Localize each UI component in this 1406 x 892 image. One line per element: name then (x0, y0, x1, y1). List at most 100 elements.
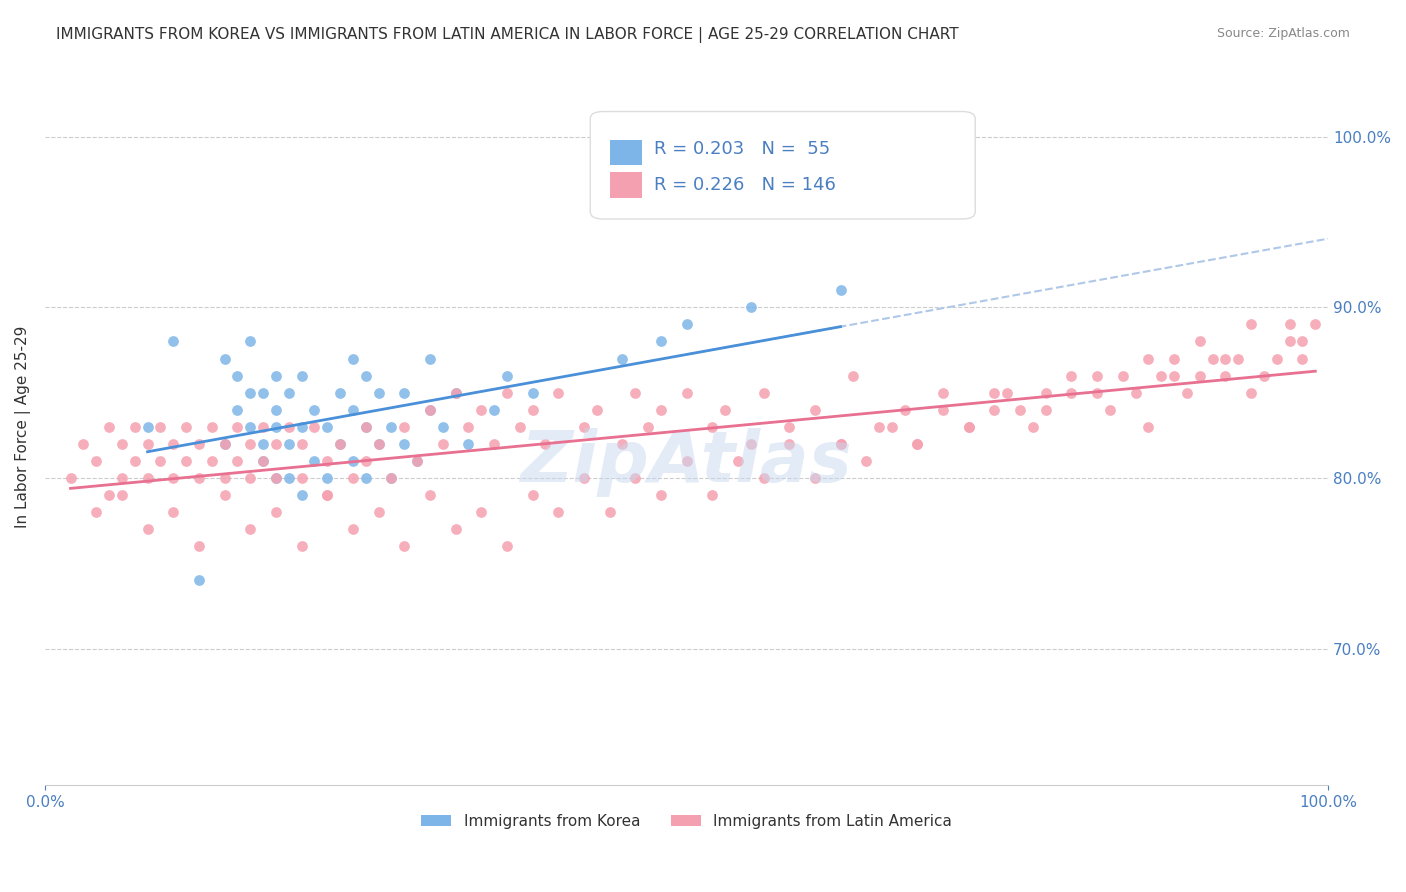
Point (252, 454, 274, 468)
Point (457, 419, 479, 434)
Point (444, 522, 467, 536)
Point (547, 505, 569, 519)
Point (316, 454, 339, 468)
Point (316, 419, 339, 434)
Point (174, 419, 197, 434)
Point (277, 385, 299, 400)
Point (136, 471, 159, 485)
Point (226, 368, 249, 383)
Point (482, 437, 505, 451)
Point (367, 437, 389, 451)
Point (778, 419, 800, 434)
Point (329, 437, 352, 451)
Point (572, 471, 595, 485)
Y-axis label: In Labor Force | Age 25-29: In Labor Force | Age 25-29 (15, 326, 31, 528)
Point (495, 385, 517, 400)
Point (740, 301, 762, 315)
Point (1125, 385, 1147, 400)
Point (1163, 368, 1185, 383)
Point (277, 419, 299, 434)
Point (419, 488, 441, 502)
Point (1253, 368, 1275, 383)
Point (290, 471, 312, 485)
Point (419, 351, 441, 366)
Point (419, 402, 441, 417)
Point (201, 419, 224, 434)
Text: R = 0.226   N = 146: R = 0.226 N = 146 (654, 176, 837, 194)
Point (624, 385, 647, 400)
Point (432, 419, 454, 434)
Point (1188, 368, 1211, 383)
Point (1291, 334, 1313, 349)
Point (907, 437, 929, 451)
Point (778, 437, 800, 451)
Point (1240, 318, 1263, 332)
Point (111, 437, 134, 451)
Point (290, 539, 312, 553)
Point (252, 419, 274, 434)
Point (264, 419, 287, 434)
Point (983, 402, 1005, 417)
Point (1278, 334, 1301, 349)
Point (354, 419, 377, 434)
Point (187, 471, 209, 485)
Point (495, 368, 517, 383)
Point (214, 437, 236, 451)
Point (367, 437, 389, 451)
Point (482, 402, 505, 417)
Point (637, 419, 659, 434)
Point (174, 454, 197, 468)
Point (354, 419, 377, 434)
Point (304, 402, 326, 417)
Point (214, 351, 236, 366)
Point (380, 471, 402, 485)
Point (522, 385, 544, 400)
Text: ZipAtlas: ZipAtlas (520, 428, 852, 497)
Point (880, 419, 903, 434)
Point (342, 351, 364, 366)
Point (264, 402, 287, 417)
Point (342, 471, 364, 485)
Point (1035, 385, 1057, 400)
Point (650, 402, 672, 417)
Point (406, 454, 429, 468)
Point (124, 454, 146, 468)
Point (239, 471, 262, 485)
Point (354, 368, 377, 383)
Bar (610, 172, 641, 197)
Point (1265, 351, 1288, 366)
Point (855, 454, 877, 468)
Point (264, 368, 287, 383)
Point (957, 419, 980, 434)
Point (1022, 419, 1045, 434)
Point (893, 402, 915, 417)
Point (277, 471, 299, 485)
Point (932, 385, 955, 400)
Point (572, 419, 595, 434)
Point (406, 454, 429, 468)
Point (470, 402, 492, 417)
Point (252, 454, 274, 468)
Point (444, 385, 467, 400)
Point (392, 437, 415, 451)
Point (392, 385, 415, 400)
Point (675, 454, 697, 468)
Point (149, 419, 172, 434)
Point (136, 522, 159, 536)
Point (830, 437, 852, 451)
Point (804, 471, 827, 485)
Point (226, 454, 249, 468)
Point (59, 471, 82, 485)
Point (1112, 368, 1135, 383)
Point (239, 419, 262, 434)
Point (304, 454, 326, 468)
Point (149, 454, 172, 468)
Point (1278, 318, 1301, 332)
Point (650, 334, 672, 349)
Point (136, 437, 159, 451)
Point (1098, 402, 1121, 417)
Point (239, 522, 262, 536)
Point (214, 488, 236, 502)
Point (714, 402, 737, 417)
Point (252, 385, 274, 400)
